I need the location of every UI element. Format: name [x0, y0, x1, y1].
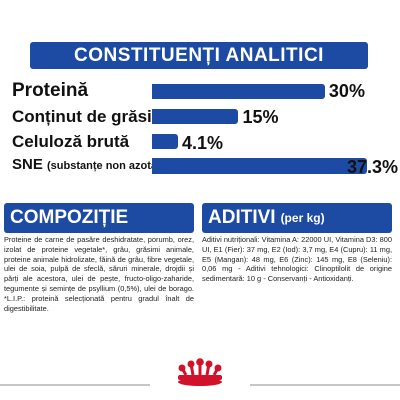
row-label-nfe-sub: (substanțe non azotate) — [47, 160, 171, 172]
composition-header: COMPOZIȚIE — [4, 203, 194, 233]
footer-divider-right — [250, 384, 400, 386]
additives-header: ADITIVI (per kg) — [202, 203, 392, 233]
pct-protein: 30% — [328, 81, 365, 101]
footer-divider-left — [0, 384, 150, 386]
row-label-fat: Conținut de grăsimi — [12, 107, 172, 126]
additives-text: Aditivi nutriționali: Vitamina A: 22000 … — [202, 235, 392, 284]
row-label-nfe: SNE (substanțe non azotate) — [12, 156, 170, 173]
pct-fiber: 4.1% — [182, 133, 224, 153]
bar-nfe — [152, 158, 367, 174]
royal-canin-crown-logo-icon — [178, 358, 222, 386]
analytics-title: CONSTITUENȚI ANALITICI — [74, 44, 324, 66]
bar-fiber — [152, 134, 178, 149]
bar-protein — [152, 84, 325, 99]
pct-nfe: 37.3% — [347, 157, 399, 177]
analytics-header: CONSTITUENȚI ANALITICI — [30, 42, 368, 69]
additives-subtitle: (per kg) — [280, 211, 325, 225]
row-label-protein: Proteină — [12, 80, 89, 101]
bar-fat — [152, 109, 239, 124]
row-label-nfe-main: SNE — [12, 156, 43, 173]
additives-title: ADITIVI — [208, 207, 276, 228]
pct-fat: 15% — [242, 107, 279, 127]
row-label-fiber: Celuloză brută — [12, 132, 130, 151]
composition-title: COMPOZIȚIE — [10, 207, 129, 228]
composition-text: Proteine de carne de pasăre deshidratate… — [4, 235, 194, 313]
